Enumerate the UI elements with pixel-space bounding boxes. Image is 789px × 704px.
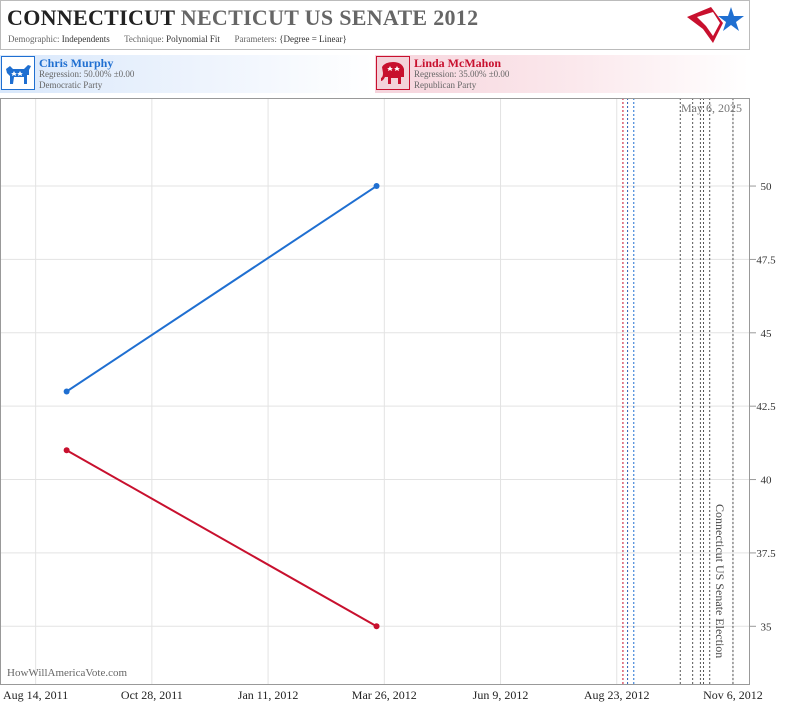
title-sub: NECTICUT US SENATE 2012 [180,5,479,30]
y-tick-label: 35 [761,621,773,633]
candidate-panel-murphy: Chris Murphy Regression: 50.00% ±0.00 De… [0,55,374,93]
chart-header: CONNECTICUT NECTICUT US SENATE 2012 Demo… [0,0,750,50]
chart-title: CONNECTICUT NECTICUT US SENATE 2012 [7,5,478,31]
technique-value: Polynomial Fit [166,34,220,44]
series-line [66,185,378,393]
demographic-value: Independents [61,34,110,44]
y-tick-label: 50 [761,181,773,193]
y-tick-label: 45 [761,328,773,340]
x-tick-label: Aug 23, 2012 [584,688,650,702]
elephant-icon [376,56,410,90]
data-point [373,183,380,190]
series-lines [63,183,380,630]
x-tick-label: Aug 14, 2011 [3,688,68,702]
donkey-icon [1,56,35,90]
candidate-regression: Regression: 50.00% ±0.00 [39,69,135,79]
demographic-label: Demographic: [8,34,60,44]
candidate-name: Chris Murphy [39,56,114,70]
y-tick-label: 42.5 [756,401,776,413]
title-main: CONNECTICUT [7,5,175,30]
date-label: May 6, 2025 [681,101,742,115]
y-tick-label: 47.5 [756,254,776,266]
line-chart: May 6, 2025 Connecticut US Senate Electi… [0,98,776,702]
plot-frame [0,98,750,685]
watermark: HowWillAmericaVote.com [7,667,128,679]
election-label: Connecticut US Senate Election [713,504,727,658]
series-line [66,449,377,628]
x-tick-label: Mar 26, 2012 [352,688,417,702]
x-tick-label: Oct 28, 2011 [121,688,183,702]
candidate-party: Republican Party [414,80,477,90]
event-lines [622,98,734,685]
y-tick-label: 37.5 [756,548,776,560]
x-tick-label: Jan 11, 2012 [238,688,299,702]
parameters-value: {Degree = Linear} [279,34,347,44]
candidate-panel-mcmahon: Linda McMahon Regression: 35.00% ±0.00 R… [375,55,749,93]
y-tick-label: 40 [761,475,773,487]
star-logo-icon [687,7,744,43]
chart-parameters: Demographic: Independents Technique: Pol… [8,34,347,44]
candidate-party: Democratic Party [39,80,103,90]
data-point [373,623,380,630]
data-point [63,388,70,395]
candidate-name: Linda McMahon [414,56,502,70]
y-axis: 35 37.5 40 42.5 45 47.5 50 [750,181,776,633]
x-axis: Aug 14, 2011 Oct 28, 2011 Jan 11, 2012 Mar … [3,688,763,702]
x-tick-label: Nov 6, 2012 [703,688,763,702]
parameters-label: Parameters: [234,34,277,44]
candidate-regression: Regression: 35.00% ±0.00 [414,69,510,79]
data-point [63,447,70,454]
x-tick-label: Jun 9, 2012 [473,688,529,702]
technique-label: Technique: [124,34,164,44]
